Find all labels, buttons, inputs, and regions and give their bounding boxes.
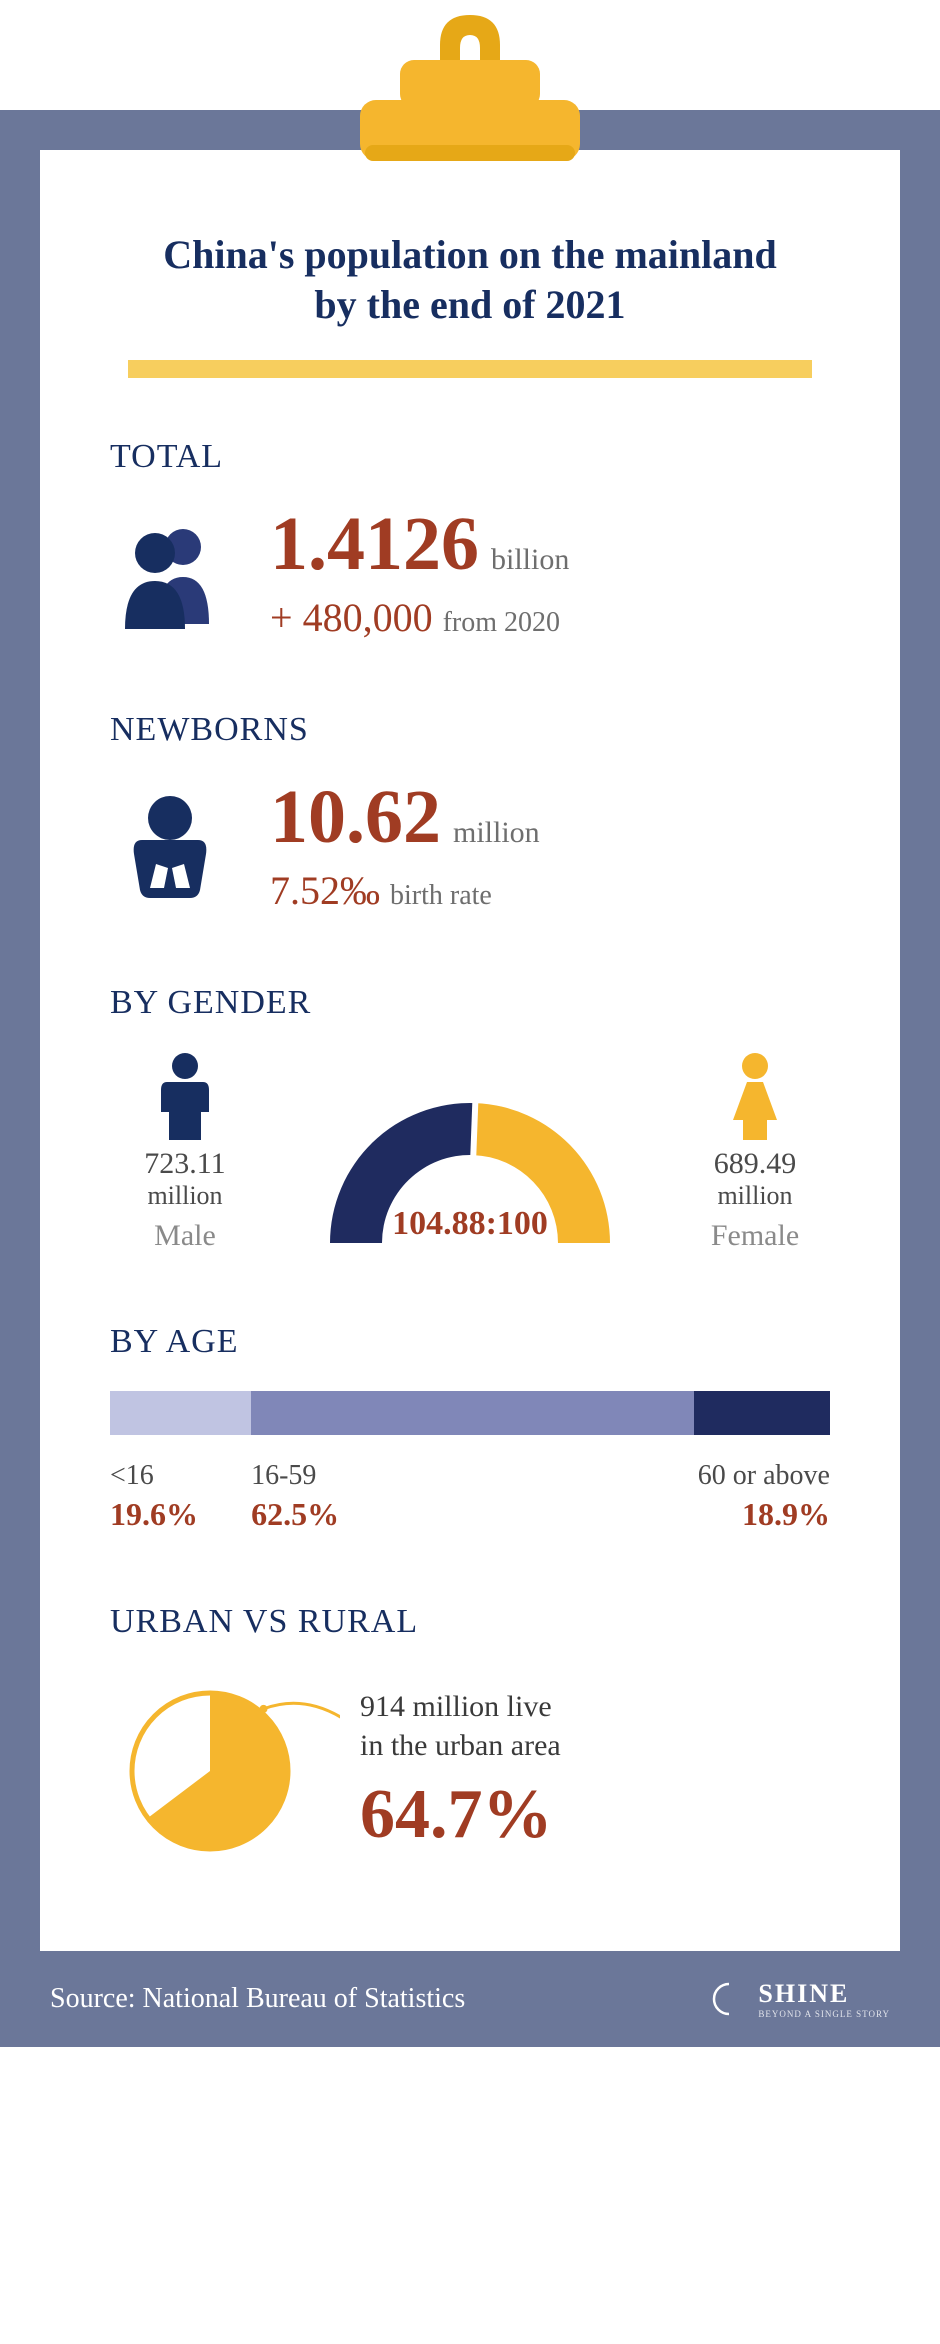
gender-label: BY GENDER [110, 984, 830, 1022]
total-delta-suffix: from 2020 [443, 607, 560, 638]
title-underline [128, 360, 812, 378]
total-value: 1.4126 [270, 502, 479, 586]
age-pct: 19.6% [110, 1496, 251, 1533]
clipboard-clip-icon [330, 0, 610, 180]
age-range: 16-59 [251, 1460, 694, 1492]
total-unit: billion [491, 543, 569, 576]
age-range: 60 or above [694, 1460, 830, 1492]
urban-line2: in the urban area [360, 1726, 561, 1765]
total-delta-prefix: + [270, 595, 303, 640]
urban-label: URBAN VS RURAL [110, 1603, 830, 1641]
age-labels: <16 19.6%16-59 62.5%60 or above 18.9% [110, 1460, 830, 1533]
shine-logo-text: SHINE [758, 1979, 890, 2009]
section-newborns: NEWBORNS 10 [110, 711, 830, 914]
age-label-col: 16-59 62.5% [251, 1460, 694, 1533]
age-label-col: 60 or above 18.9% [694, 1460, 830, 1533]
male-value: 723.11 [110, 1147, 260, 1181]
total-label: TOTAL [110, 438, 830, 476]
title-line1: China's population on the mainland [163, 232, 777, 277]
shine-logo-sub: BEYOND A SINGLE STORY [758, 2009, 890, 2019]
age-range: <16 [110, 1460, 251, 1492]
newborns-value: 10.62 [270, 775, 441, 859]
shine-logo: SHINE BEYOND A SINGLE STORY [710, 1979, 890, 2019]
section-urban: URBAN VS RURAL 914 million live in the u… [110, 1603, 830, 1871]
female-unit: million [680, 1181, 830, 1211]
footer: Source: National Bureau of Statistics SH… [0, 1951, 940, 2047]
female-icon [725, 1052, 785, 1142]
male-label: Male [110, 1219, 260, 1253]
female-value: 689.49 [680, 1147, 830, 1181]
section-total: TOTAL [110, 438, 830, 641]
section-age: BY AGE <16 19.6%16-59 62.5%60 or above 18.9… [110, 1323, 830, 1533]
male-icon [155, 1052, 215, 1142]
male-unit: million [110, 1181, 260, 1211]
age-pct: 18.9% [694, 1496, 830, 1533]
paper-content: China's population on the mainland by th… [40, 150, 900, 1951]
urban-pct: 64.7% [360, 1775, 561, 1855]
urban-pie [110, 1671, 310, 1871]
gender-ratio: 104.88:100 [305, 1205, 635, 1243]
total-delta-value: 480,000 [303, 595, 433, 640]
female-label: Female [680, 1219, 830, 1253]
age-segment [694, 1391, 830, 1435]
gender-female-block: 689.49 million Female [680, 1052, 830, 1253]
shine-logo-icon [710, 1980, 748, 2018]
gender-male-block: 723.11 million Male [110, 1052, 260, 1253]
urban-text-block: 914 million live in the urban area 64.7% [360, 1687, 561, 1855]
newborns-label: NEWBORNS [110, 711, 830, 749]
gender-gauge: 104.88:100 [305, 1073, 635, 1253]
newborns-unit: million [453, 816, 540, 849]
age-label: BY AGE [110, 1323, 830, 1361]
urban-line1: 914 million live [360, 1687, 561, 1726]
title-line2: by the end of 2021 [314, 282, 625, 327]
age-pct: 62.5% [251, 1496, 694, 1533]
age-bar [110, 1391, 830, 1435]
newborns-rate-label: birth rate [390, 880, 492, 911]
baby-icon [120, 792, 220, 902]
people-icon [115, 519, 225, 629]
age-segment [110, 1391, 251, 1435]
clipboard-board: China's population on the mainland by th… [0, 110, 940, 1951]
age-segment [251, 1391, 694, 1435]
age-label-col: <16 19.6% [110, 1460, 251, 1533]
newborns-rate: 7.52‰ [270, 868, 380, 913]
clipboard-container: China's population on the mainland by th… [0, 0, 940, 2047]
footer-source: Source: National Bureau of Statistics [50, 1983, 465, 2015]
section-gender: BY GENDER 723.11 million Male [110, 984, 830, 1253]
page-title: China's population on the mainland by th… [110, 230, 830, 330]
